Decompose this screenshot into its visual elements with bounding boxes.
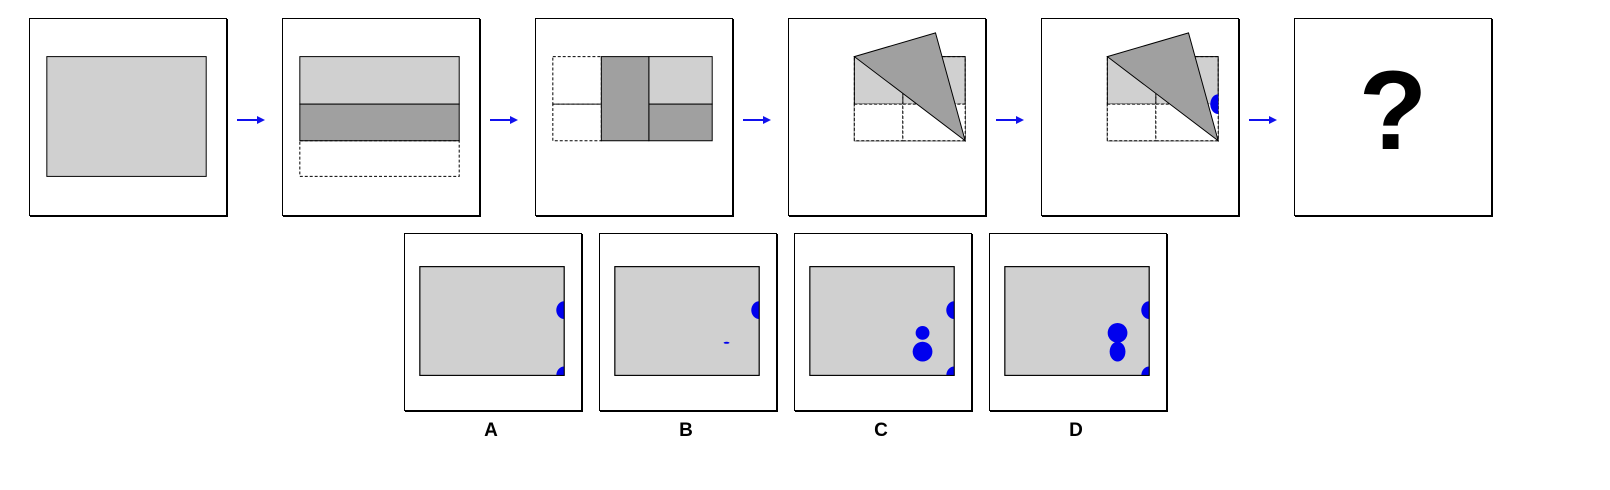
- step-1-panel: [29, 18, 227, 216]
- punched-hole: [1210, 94, 1219, 115]
- hole: [751, 301, 760, 320]
- step-4-panel: [788, 18, 986, 216]
- dashed-cell-3: [1106, 103, 1157, 142]
- dashed-left-lower: [552, 103, 602, 142]
- step-2-figure: [299, 56, 460, 177]
- step-3-figure: [552, 56, 713, 142]
- step-5-figure: [1106, 32, 1220, 143]
- arrow-1: [237, 112, 265, 124]
- arrow-4: [996, 112, 1024, 124]
- unfolded-paper: [809, 266, 955, 376]
- hole: [915, 325, 930, 340]
- option-b-figure: [614, 266, 760, 376]
- hole: [556, 301, 565, 320]
- option-a-figure: [419, 266, 565, 376]
- option-d-figure: [1004, 266, 1150, 376]
- paper-right-upper: [648, 56, 713, 105]
- dashed-left-upper: [552, 56, 602, 105]
- paper-top-strip: [299, 56, 460, 105]
- hole: [912, 341, 933, 362]
- option-a-panel[interactable]: [404, 233, 582, 411]
- arrow-5: [1249, 112, 1277, 124]
- original-outline-dashed: [299, 140, 460, 177]
- option-d-label[interactable]: D: [1069, 420, 1083, 441]
- hole: [723, 341, 730, 344]
- step-1-figure: [46, 56, 207, 177]
- folded-strip: [299, 103, 460, 142]
- folded-right-lower: [648, 103, 713, 142]
- paper-sheet: [46, 56, 207, 177]
- folded-vertical-strip: [600, 56, 650, 142]
- hole: [946, 301, 955, 320]
- unfolded-paper: [1004, 266, 1150, 376]
- hole: [1141, 366, 1150, 376]
- option-b-panel[interactable]: [599, 233, 777, 411]
- hole: [1141, 301, 1150, 320]
- diagonal-folded-triangle: [1106, 32, 1220, 143]
- arrow-3: [743, 112, 771, 124]
- option-b-label[interactable]: B: [679, 420, 693, 441]
- option-c-figure: [809, 266, 955, 376]
- question-mark: ?: [1358, 48, 1428, 173]
- hole: [1109, 341, 1126, 362]
- diagonal-folded-triangle: [853, 32, 967, 143]
- hole: [1107, 322, 1128, 343]
- hole: [946, 366, 955, 376]
- option-d-panel[interactable]: [989, 233, 1167, 411]
- step-4-figure: [853, 32, 967, 143]
- unfolded-paper: [419, 266, 565, 376]
- step-6-panel: ?: [1294, 18, 1492, 216]
- step-3-panel: [535, 18, 733, 216]
- unfolded-paper: [614, 266, 760, 376]
- step-5-panel: [1041, 18, 1239, 216]
- hole: [556, 366, 565, 376]
- option-c-label[interactable]: C: [874, 420, 888, 441]
- option-c-panel[interactable]: [794, 233, 972, 411]
- step-2-panel: [282, 18, 480, 216]
- arrow-2: [490, 112, 518, 124]
- dashed-cell-3: [853, 103, 904, 142]
- option-a-label[interactable]: A: [484, 420, 498, 441]
